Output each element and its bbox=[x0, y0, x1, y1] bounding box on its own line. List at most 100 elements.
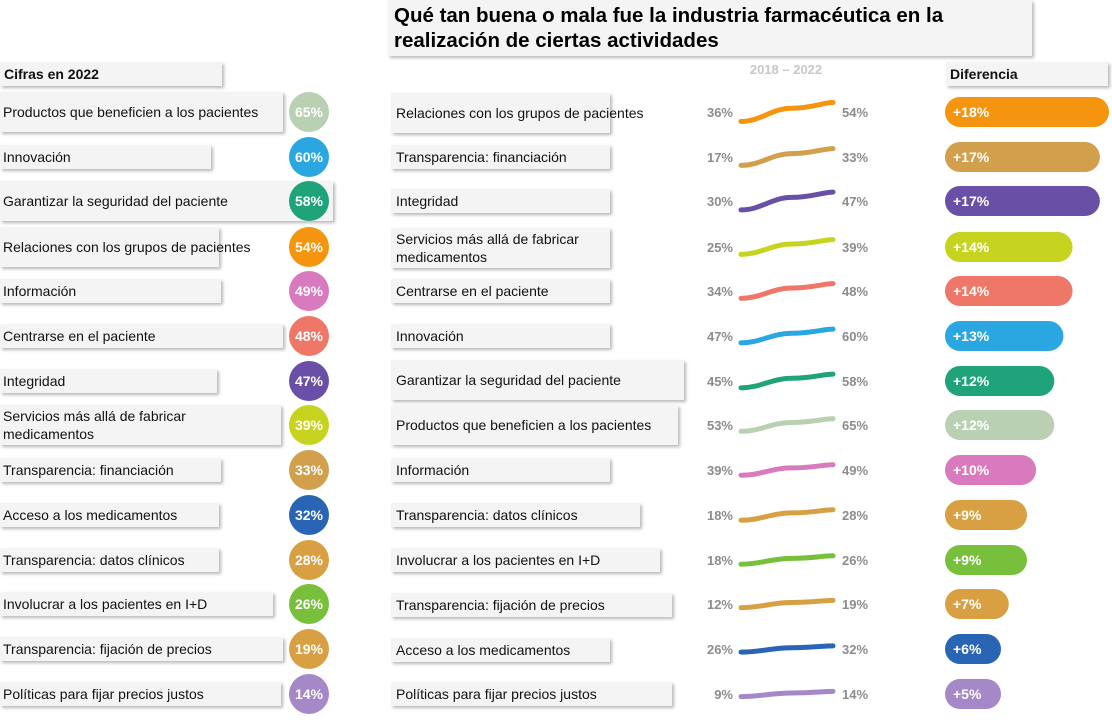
right-label: Integridad bbox=[396, 193, 459, 209]
left-label-box: Garantizar la seguridad del paciente bbox=[0, 181, 333, 221]
end-value-label: 28% bbox=[842, 508, 868, 523]
difference-label: +17% bbox=[953, 193, 990, 209]
right-label-box: Servicios más allá de fabricar medicamen… bbox=[391, 228, 610, 268]
start-value-label: 45% bbox=[707, 374, 733, 389]
value-bubble: 33% bbox=[289, 450, 329, 490]
right-label-box: Información bbox=[391, 458, 610, 482]
right-label: Transparencia: datos clínicos bbox=[396, 507, 578, 523]
left-label: Políticas para fijar precios justos bbox=[3, 686, 204, 702]
title-box: Qué tan buena o mala fue la industria fa… bbox=[388, 0, 1032, 56]
left-label-box: Transparencia: datos clínicos bbox=[0, 548, 219, 572]
left-label: Innovación bbox=[3, 149, 71, 165]
left-label-box: Servicios más allá de fabricar medicamen… bbox=[0, 405, 281, 445]
value-bubble: 58% bbox=[289, 181, 329, 221]
trend-line bbox=[738, 643, 836, 655]
difference-bar bbox=[945, 97, 1109, 127]
value-bubble: 49% bbox=[289, 271, 329, 311]
left-label: Productos que beneficien a los pacientes bbox=[3, 104, 259, 120]
value-bubble: 39% bbox=[289, 405, 329, 445]
end-value-label: 19% bbox=[842, 597, 868, 612]
difference-bar bbox=[945, 186, 1100, 216]
difference-bar bbox=[945, 545, 1027, 575]
end-value-label: 33% bbox=[842, 150, 868, 165]
left-label: Servicios más allá de fabricar medicamen… bbox=[3, 408, 186, 442]
left-header: Cifras en 2022 bbox=[4, 66, 99, 82]
start-value-label: 53% bbox=[707, 418, 733, 433]
end-value-label: 58% bbox=[842, 374, 868, 389]
trend-line bbox=[738, 281, 836, 301]
right-label: Transparencia: fijación de precios bbox=[396, 597, 605, 613]
trend-line bbox=[738, 462, 836, 478]
right-label: Involucrar a los pacientes en I+D bbox=[396, 552, 601, 568]
start-value-label: 47% bbox=[707, 329, 733, 344]
difference-label: +14% bbox=[953, 283, 990, 299]
end-value-label: 47% bbox=[842, 194, 868, 209]
left-label: Información bbox=[3, 283, 77, 299]
trend-line bbox=[738, 688, 836, 700]
end-value-label: 48% bbox=[842, 284, 868, 299]
right-label: Acceso a los medicamentos bbox=[396, 642, 571, 658]
difference-label: +13% bbox=[953, 328, 990, 344]
start-value-label: 9% bbox=[714, 687, 733, 702]
trend-line bbox=[738, 597, 836, 611]
trend-line bbox=[738, 100, 836, 124]
right-label-box: Transparencia: datos clínicos bbox=[391, 503, 640, 527]
difference-bar bbox=[945, 589, 1009, 619]
left-label: Involucrar a los pacientes en I+D bbox=[3, 596, 208, 612]
value-bubble: 28% bbox=[289, 540, 329, 580]
right-label-box: Involucrar a los pacientes en I+D bbox=[391, 548, 660, 572]
start-value-label: 25% bbox=[707, 240, 733, 255]
start-value-label: 36% bbox=[707, 105, 733, 120]
trend-line bbox=[738, 237, 836, 257]
right-label: Políticas para fijar precios justos bbox=[396, 686, 597, 702]
right-label: Información bbox=[396, 462, 470, 478]
difference-label: +7% bbox=[953, 596, 982, 612]
left-label-box: Transparencia: fijación de precios bbox=[0, 637, 283, 661]
left-label: Integridad bbox=[3, 373, 66, 389]
left-label-box: Acceso a los medicamentos bbox=[0, 503, 219, 527]
difference-bar bbox=[945, 455, 1037, 485]
right-label-box: Integridad bbox=[391, 189, 610, 213]
trend-line bbox=[738, 146, 836, 168]
left-label: Centrarse en el paciente bbox=[3, 328, 156, 344]
right-label-box: Productos que beneficien a los pacientes bbox=[391, 405, 678, 445]
right-label: Innovación bbox=[396, 328, 464, 344]
difference-bar bbox=[945, 679, 1001, 709]
difference-bar bbox=[945, 410, 1055, 440]
difference-bar bbox=[945, 276, 1073, 306]
right-label: Productos que beneficien a los pacientes bbox=[396, 417, 652, 433]
right-label: Servicios más allá de fabricar medicamen… bbox=[396, 231, 579, 265]
difference-label: +17% bbox=[953, 149, 990, 165]
left-label-box: Relaciones con los grupos de pacientes bbox=[0, 227, 251, 267]
start-value-label: 34% bbox=[707, 284, 733, 299]
start-value-label: 18% bbox=[707, 553, 733, 568]
value-bubble: 47% bbox=[289, 361, 329, 401]
start-value-label: 12% bbox=[707, 597, 733, 612]
value-bubble: 14% bbox=[289, 674, 329, 714]
end-value-label: 54% bbox=[842, 105, 868, 120]
trend-line bbox=[738, 326, 836, 346]
value-bubble: 26% bbox=[289, 584, 329, 624]
end-value-label: 60% bbox=[842, 329, 868, 344]
end-value-label: 49% bbox=[842, 463, 868, 478]
difference-label: +9% bbox=[953, 552, 982, 568]
left-label-box: Innovación bbox=[0, 145, 211, 169]
right-label-box: Acceso a los medicamentos bbox=[391, 638, 610, 662]
trend-line bbox=[738, 553, 836, 567]
start-value-label: 17% bbox=[707, 150, 733, 165]
start-value-label: 18% bbox=[707, 508, 733, 523]
difference-label: +9% bbox=[953, 507, 982, 523]
value-bubble: 65% bbox=[289, 92, 329, 132]
difference-bar bbox=[945, 321, 1064, 351]
right-label-box: Relaciones con los grupos de pacientes bbox=[391, 93, 644, 133]
left-label-box: Transparencia: financiación bbox=[0, 458, 221, 482]
value-bubble: 19% bbox=[289, 629, 329, 669]
left-label: Relaciones con los grupos de pacientes bbox=[3, 239, 251, 255]
right-label: Garantizar la seguridad del paciente bbox=[396, 372, 621, 388]
start-value-label: 26% bbox=[707, 642, 733, 657]
difference-label: +14% bbox=[953, 239, 990, 255]
left-label-box: Políticas para fijar precios justos bbox=[0, 682, 281, 706]
end-value-label: 32% bbox=[842, 642, 868, 657]
difference-label: +18% bbox=[953, 104, 990, 120]
